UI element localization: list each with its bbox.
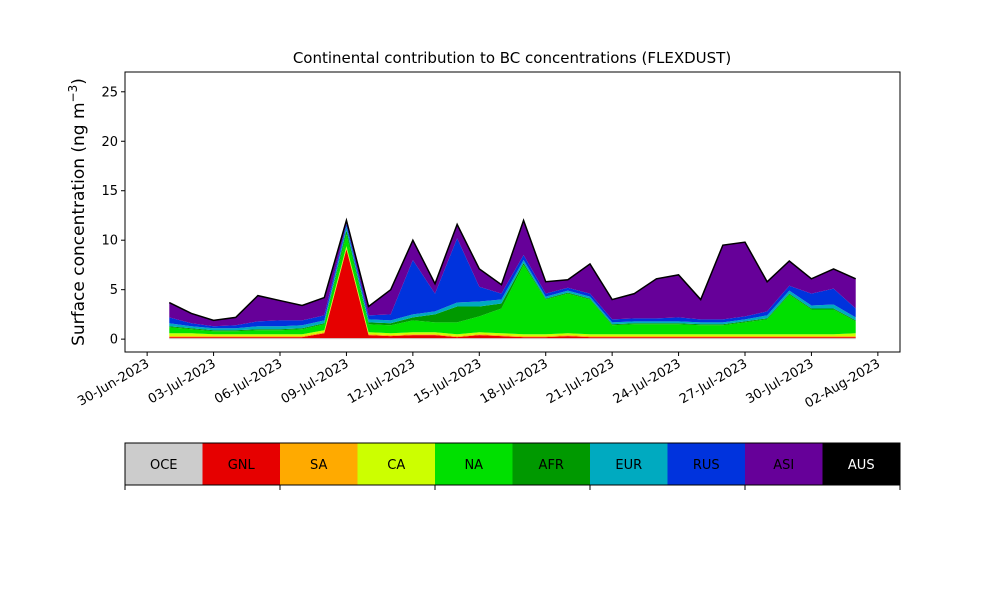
x-tick-label: 02-Aug-2023 — [803, 356, 883, 411]
legend-swatch-asi — [745, 443, 823, 485]
legend-swatch-na — [435, 443, 513, 485]
legend-label-rus: RUS — [693, 458, 720, 473]
legend-label-ca: CA — [387, 458, 405, 473]
legend-swatch-sa — [280, 443, 358, 485]
legend-label-afr: AFR — [539, 458, 564, 473]
x-tick-label: 18-Jul-2023 — [478, 356, 551, 407]
plot-area — [168, 217, 857, 340]
legend-label-na: NA — [464, 458, 483, 473]
x-tick-label: 24-Jul-2023 — [611, 356, 684, 407]
legend-label-asi: ASI — [773, 458, 794, 473]
area-rus — [169, 223, 856, 329]
x-tick-label: 21-Jul-2023 — [544, 356, 617, 407]
legend-label-aus: AUS — [848, 458, 875, 473]
y-tick-label: 0 — [110, 333, 118, 348]
legend-swatch-gnl — [202, 443, 280, 485]
legend-swatch-afr — [512, 443, 590, 485]
area-ca — [169, 246, 856, 337]
axes-frame — [124, 71, 901, 353]
legend-swatch-rus — [667, 443, 745, 485]
y-axis-label-exponent: −3 — [66, 85, 80, 103]
legend-frame — [124, 442, 901, 486]
x-tick-label: 03-Jul-2023 — [146, 356, 219, 407]
legend-colorbar: OCE GNL SA CA NA AFR EUR RUS ASI AUS — [124, 442, 901, 490]
x-tick-label: 09-Jul-2023 — [279, 356, 352, 407]
x-tick-label: 15-Jul-2023 — [411, 356, 484, 407]
total-concentration-line — [168, 217, 857, 322]
area-asi — [169, 220, 856, 327]
y-tick-label: 20 — [101, 135, 118, 150]
legend-swatch-eur — [590, 443, 668, 485]
legend-label-eur: EUR — [615, 458, 642, 473]
x-tick-label: 06-Jul-2023 — [212, 356, 285, 407]
legend-swatch-aus — [822, 443, 900, 485]
legend-label-oce: OCE — [150, 458, 178, 473]
y-tick-label: 15 — [101, 184, 118, 199]
area-gnl — [169, 249, 856, 339]
legend-swatch-oce — [125, 443, 203, 485]
chart-title: Continental contribution to BC concentra… — [293, 49, 731, 67]
x-tick-label: 27-Jul-2023 — [677, 356, 750, 407]
legend-swatch-ca — [357, 443, 435, 485]
area-oce — [169, 338, 856, 340]
y-tick-label: 5 — [110, 283, 118, 298]
y-axis-label-suffix: ) — [69, 78, 89, 85]
legend-label-gnl: GNL — [228, 458, 256, 473]
x-tick-label: 30-Jun-2023 — [75, 356, 152, 409]
area-na — [169, 234, 856, 335]
y-axis-label-main: Surface concentration (ng m — [69, 102, 89, 345]
y-axis-label: Surface concentration (ng m−3) — [66, 78, 89, 346]
y-tick-label: 10 — [101, 234, 118, 249]
y-tick-label: 25 — [101, 85, 118, 100]
legend-label-sa: SA — [310, 458, 327, 473]
area-eur — [169, 226, 856, 331]
area-afr — [169, 230, 856, 332]
x-axis-ticks: 30-Jun-202303-Jul-202306-Jul-202309-Jul-… — [75, 352, 883, 412]
x-tick-label: 12-Jul-2023 — [345, 356, 418, 407]
y-axis-ticks: 0 5 10 15 20 25 — [101, 85, 125, 348]
